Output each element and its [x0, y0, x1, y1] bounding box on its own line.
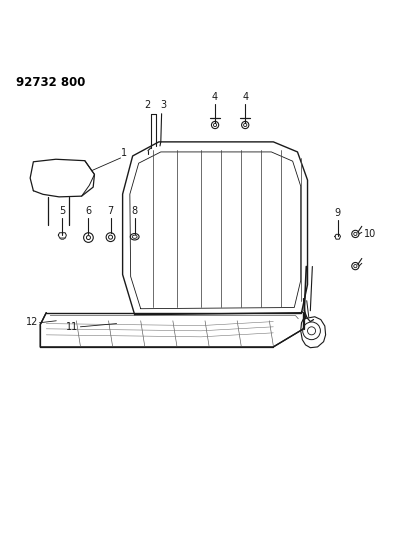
Text: 2: 2 — [144, 100, 151, 110]
Text: 12: 12 — [26, 317, 38, 327]
Text: 8: 8 — [131, 206, 138, 216]
Text: 6: 6 — [85, 206, 91, 216]
Text: 7: 7 — [107, 206, 113, 216]
Text: 92732 800: 92732 800 — [16, 76, 85, 88]
Text: 3: 3 — [160, 100, 166, 110]
Text: 9: 9 — [334, 208, 340, 218]
Text: 10: 10 — [363, 229, 375, 239]
Text: 1: 1 — [120, 148, 126, 158]
Text: 4: 4 — [211, 93, 218, 102]
Text: 4: 4 — [241, 93, 248, 102]
Text: 5: 5 — [59, 206, 65, 216]
Text: 11: 11 — [66, 322, 78, 332]
